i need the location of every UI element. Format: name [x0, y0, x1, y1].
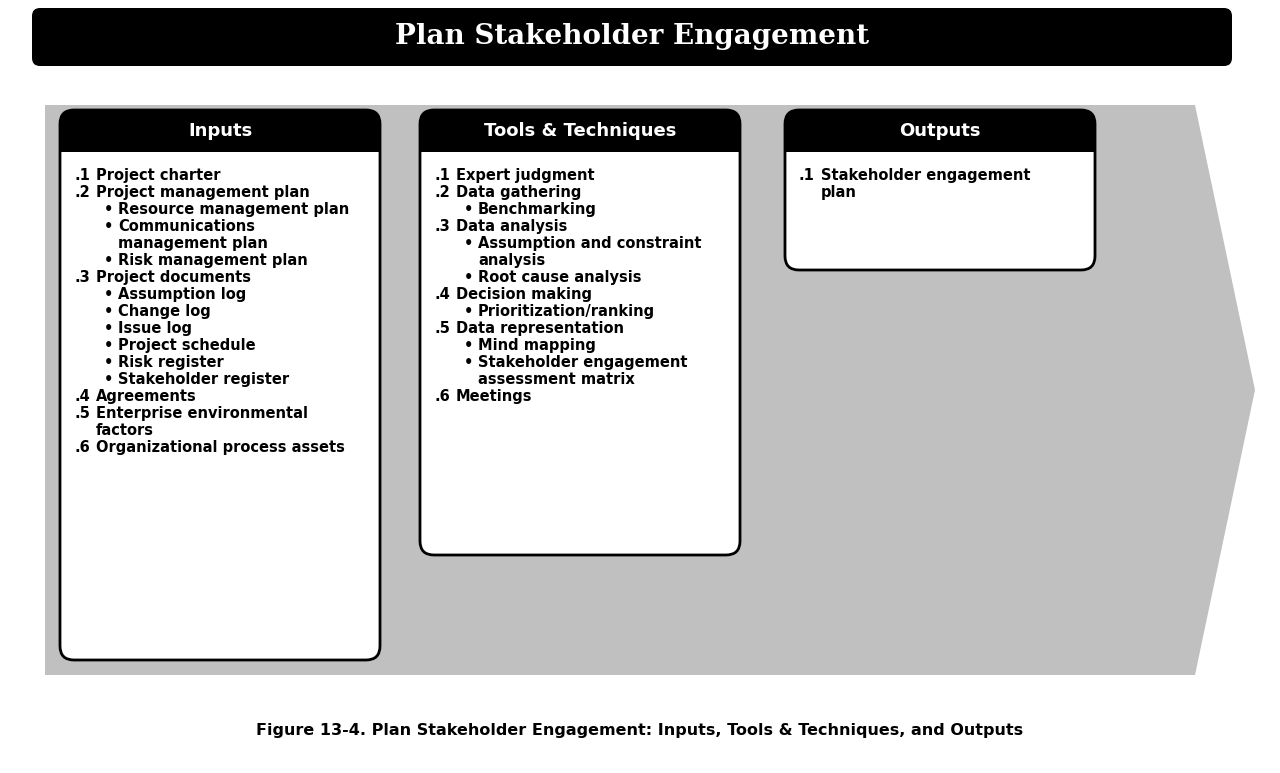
Text: Decision making: Decision making — [456, 287, 591, 302]
Text: .6: .6 — [74, 440, 90, 455]
Text: •: • — [104, 304, 114, 319]
Text: Root cause analysis: Root cause analysis — [477, 270, 641, 285]
Text: factors: factors — [96, 423, 154, 438]
Text: Risk register: Risk register — [118, 355, 224, 370]
FancyBboxPatch shape — [785, 110, 1094, 152]
Text: Project documents: Project documents — [96, 270, 251, 285]
Bar — [420, 131, 740, 152]
Text: management plan: management plan — [118, 236, 268, 251]
FancyBboxPatch shape — [420, 110, 740, 152]
Text: •: • — [465, 270, 474, 285]
Text: •: • — [104, 372, 114, 387]
Text: Assumption and constraint: Assumption and constraint — [477, 236, 701, 251]
Text: .3: .3 — [74, 270, 90, 285]
Text: .1: .1 — [434, 168, 449, 183]
Text: .5: .5 — [74, 406, 90, 421]
Text: Inputs: Inputs — [188, 122, 252, 140]
Text: .2: .2 — [74, 185, 90, 200]
Text: Organizational process assets: Organizational process assets — [96, 440, 344, 455]
Text: analysis: analysis — [477, 253, 545, 268]
Text: Meetings: Meetings — [456, 389, 532, 404]
Text: •: • — [465, 202, 474, 217]
FancyBboxPatch shape — [60, 110, 380, 660]
Text: .6: .6 — [434, 389, 449, 404]
Text: Stakeholder register: Stakeholder register — [118, 372, 289, 387]
Text: •: • — [104, 287, 114, 302]
Text: Enterprise environmental: Enterprise environmental — [96, 406, 308, 421]
Text: Project schedule: Project schedule — [118, 338, 256, 353]
Text: plan: plan — [820, 185, 856, 200]
Text: .4: .4 — [74, 389, 90, 404]
Text: •: • — [465, 338, 474, 353]
Text: Benchmarking: Benchmarking — [477, 202, 596, 217]
Bar — [60, 131, 380, 152]
Text: Outputs: Outputs — [900, 122, 980, 140]
Text: .4: .4 — [434, 287, 449, 302]
Text: Communications: Communications — [118, 219, 255, 234]
Text: Risk management plan: Risk management plan — [118, 253, 307, 268]
Text: .1: .1 — [74, 168, 90, 183]
Text: •: • — [104, 202, 114, 217]
Text: Mind mapping: Mind mapping — [477, 338, 596, 353]
Text: Project charter: Project charter — [96, 168, 220, 183]
Text: Expert judgment: Expert judgment — [456, 168, 595, 183]
Text: Change log: Change log — [118, 304, 211, 319]
Text: Stakeholder engagement: Stakeholder engagement — [477, 355, 687, 370]
Text: •: • — [465, 355, 474, 370]
Text: •: • — [104, 355, 114, 370]
Text: •: • — [104, 338, 114, 353]
Text: •: • — [104, 253, 114, 268]
Text: Issue log: Issue log — [118, 321, 192, 336]
Text: •: • — [104, 321, 114, 336]
Text: •: • — [104, 219, 114, 234]
Text: Assumption log: Assumption log — [118, 287, 246, 302]
FancyBboxPatch shape — [420, 110, 740, 555]
Polygon shape — [45, 105, 1254, 675]
Text: •: • — [465, 236, 474, 251]
Text: Agreements: Agreements — [96, 389, 197, 404]
Text: •: • — [465, 304, 474, 319]
Text: .3: .3 — [434, 219, 449, 234]
Text: Plan Stakeholder Engagement: Plan Stakeholder Engagement — [396, 23, 869, 50]
Text: assessment matrix: assessment matrix — [477, 372, 635, 387]
Text: Data gathering: Data gathering — [456, 185, 581, 200]
Text: Prioritization/ranking: Prioritization/ranking — [477, 304, 655, 319]
Text: Tools & Techniques: Tools & Techniques — [484, 122, 676, 140]
FancyBboxPatch shape — [785, 110, 1094, 270]
Text: Data representation: Data representation — [456, 321, 625, 336]
Text: Stakeholder engagement: Stakeholder engagement — [820, 168, 1030, 183]
Text: .1: .1 — [799, 168, 815, 183]
Text: Data analysis: Data analysis — [456, 219, 567, 234]
Text: .5: .5 — [434, 321, 449, 336]
Bar — [785, 131, 1094, 152]
Text: Resource management plan: Resource management plan — [118, 202, 349, 217]
Text: .2: .2 — [434, 185, 449, 200]
Text: Project management plan: Project management plan — [96, 185, 310, 200]
FancyBboxPatch shape — [60, 110, 380, 152]
Text: Figure 13-4. Plan Stakeholder Engagement: Inputs, Tools & Techniques, and Output: Figure 13-4. Plan Stakeholder Engagement… — [256, 723, 1024, 737]
FancyBboxPatch shape — [32, 8, 1231, 66]
